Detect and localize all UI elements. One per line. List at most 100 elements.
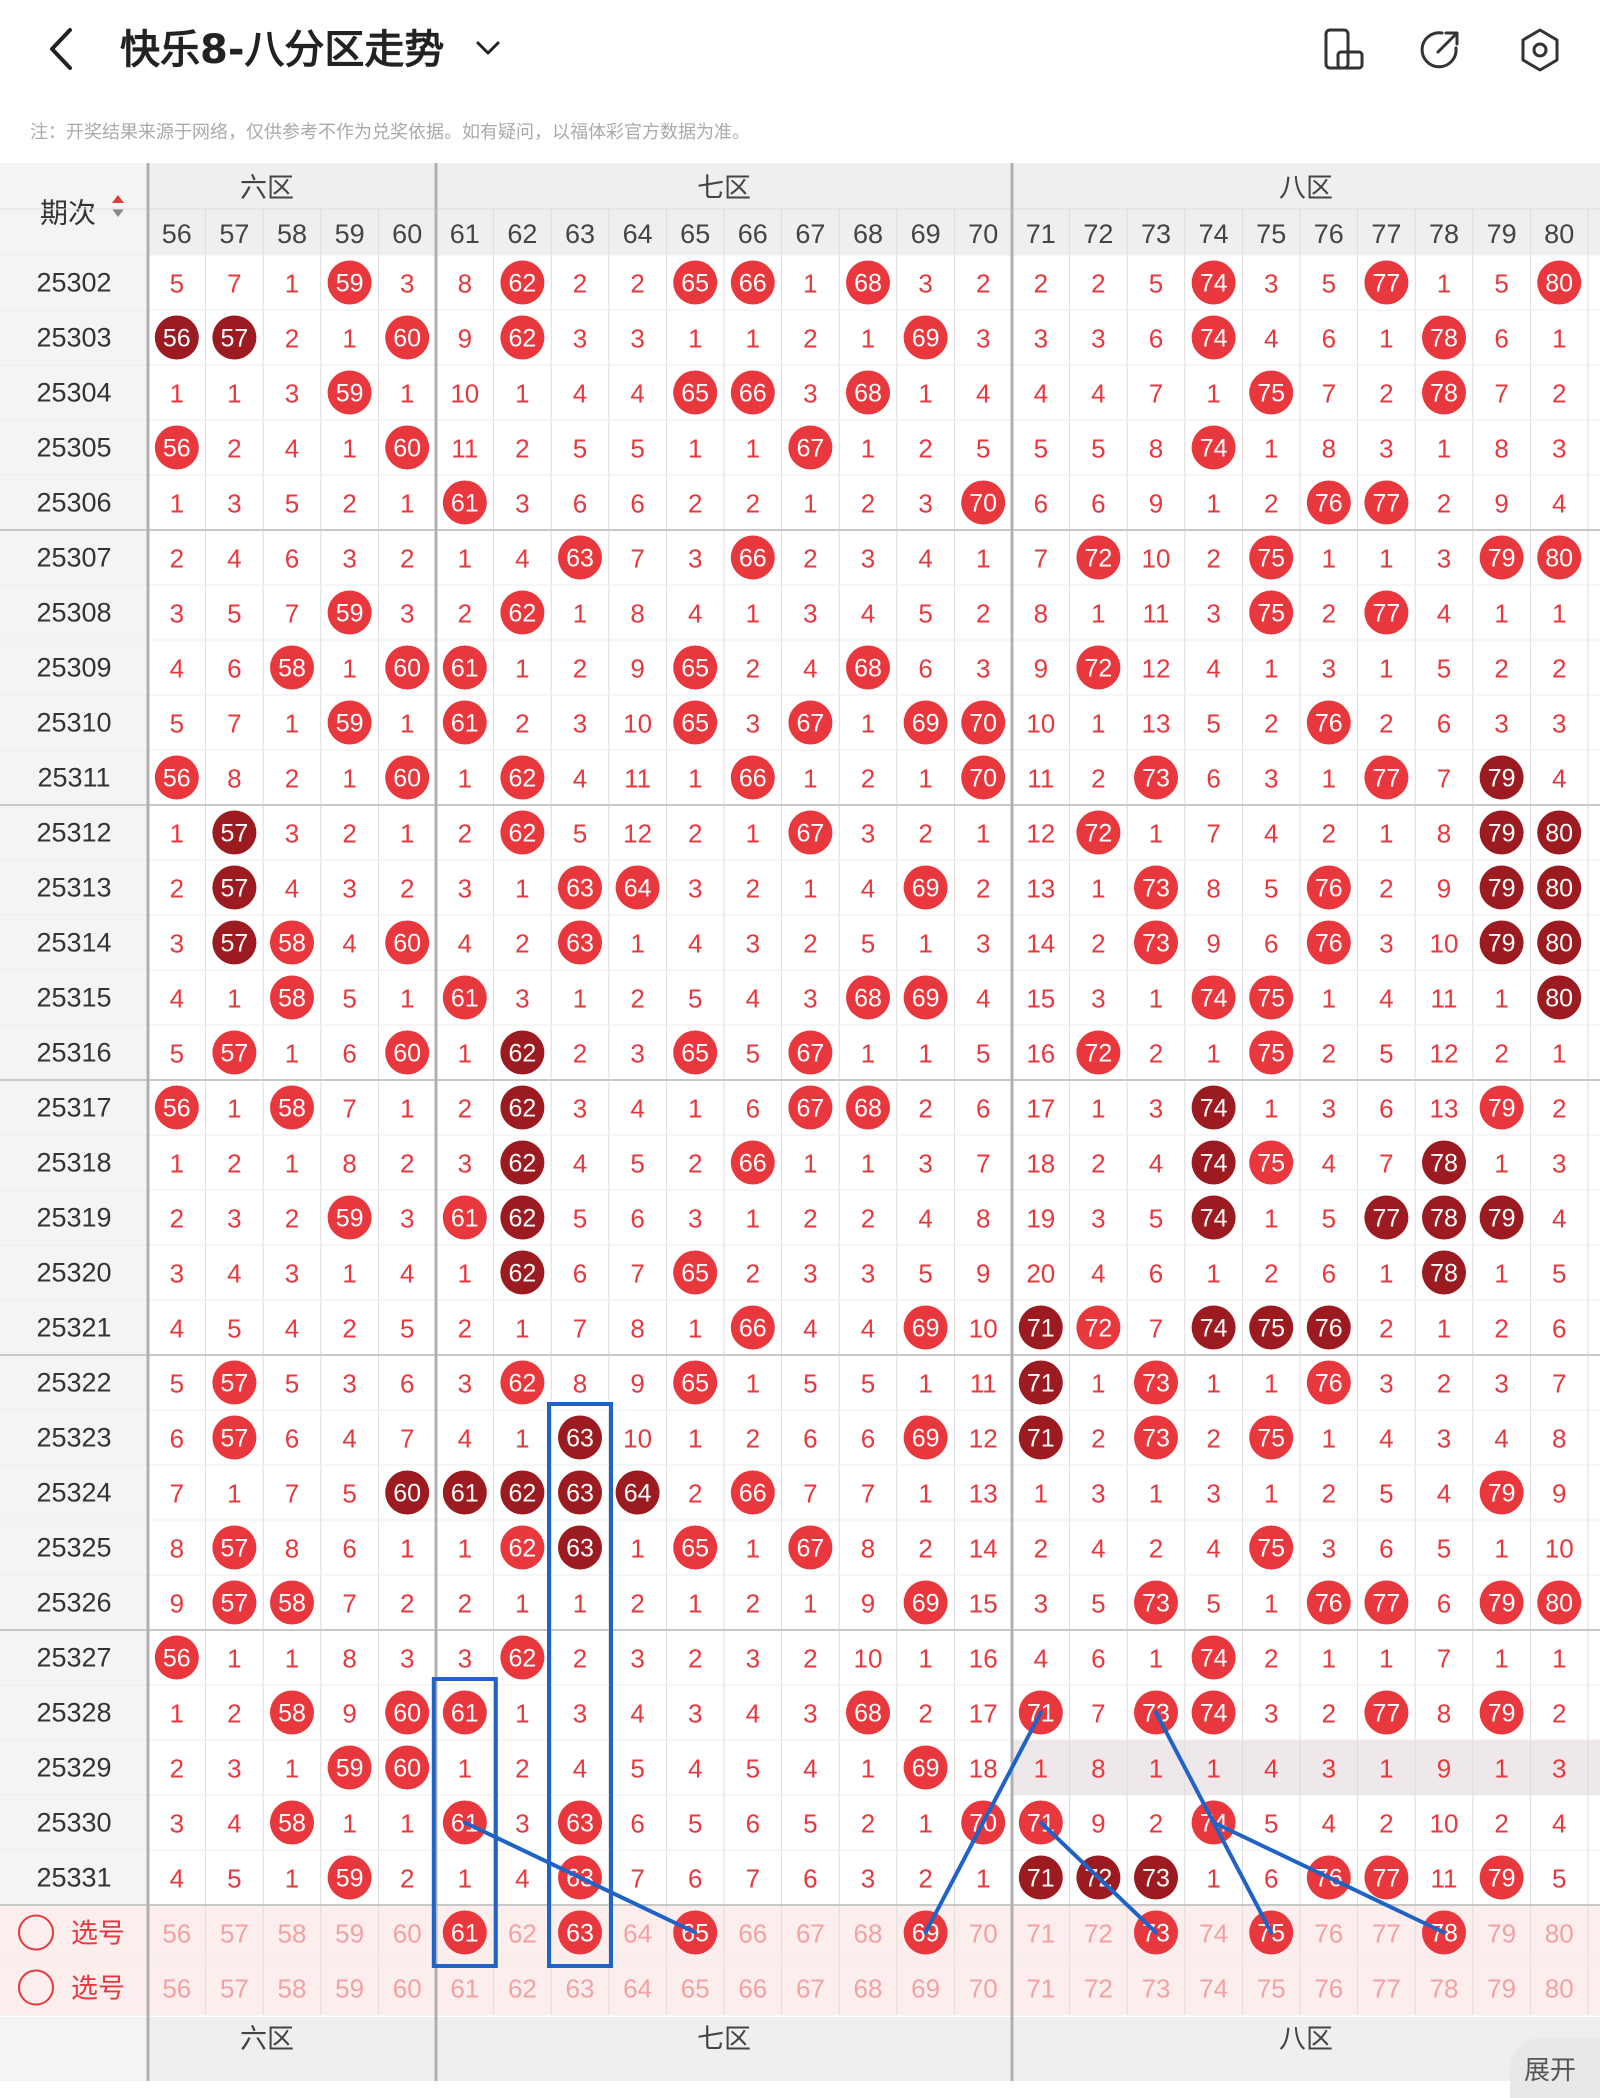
select-number[interactable]: 66 (738, 1919, 767, 1949)
select-radio-icon[interactable] (18, 1969, 54, 2006)
miss-count: 5 (1149, 269, 1163, 299)
share-button[interactable] (1416, 26, 1464, 74)
hit-ball (1191, 1305, 1236, 1350)
hit-ball (1306, 480, 1351, 525)
select-number[interactable]: 60 (393, 1974, 422, 2004)
miss-count: 1 (400, 1809, 414, 1839)
select-number[interactable]: 68 (854, 1974, 883, 2004)
select-number[interactable]: 74 (1199, 1974, 1228, 2004)
miss-count: 3 (1149, 1094, 1163, 1124)
miss-count: 1 (1206, 1754, 1220, 1784)
settings-icon (1521, 28, 1559, 72)
select-number[interactable]: 79 (1487, 1974, 1516, 2004)
period-header[interactable]: 期次 (40, 198, 96, 229)
select-number[interactable]: 60 (393, 1919, 422, 1949)
select-number[interactable]: 67 (796, 1919, 825, 1949)
miss-count: 1 (170, 489, 184, 519)
hit-ball-number: 75 (1257, 985, 1285, 1013)
hit-ball-number: 61 (451, 490, 479, 518)
miss-count: 2 (918, 434, 932, 464)
select-number[interactable]: 56 (162, 1919, 191, 1949)
hit-ball (1249, 975, 1294, 1020)
select-number[interactable]: 72 (1084, 1919, 1113, 1949)
miss-count: 4 (803, 1314, 817, 1344)
miss-count: 3 (400, 1204, 414, 1234)
select-number[interactable]: 77 (1372, 1974, 1401, 2004)
hit-ball-number: 62 (508, 765, 536, 793)
miss-count: 1 (1034, 1754, 1048, 1784)
miss-count: 3 (1322, 1534, 1336, 1564)
miss-count: 3 (1437, 1424, 1451, 1454)
miss-count: 3 (861, 819, 875, 849)
selected-ball[interactable] (442, 1910, 487, 1955)
hit-ball-number: 65 (681, 655, 709, 683)
miss-count: 3 (803, 599, 817, 629)
hit-ball-number: 76 (1315, 875, 1343, 903)
miss-count: 6 (803, 1864, 817, 1894)
select-number[interactable]: 80 (1545, 1919, 1574, 1949)
select-number[interactable]: 64 (623, 1974, 652, 2004)
select-number[interactable]: 56 (162, 1974, 191, 2004)
select-number[interactable]: 78 (1430, 1974, 1459, 2004)
miss-count: 1 (1264, 1369, 1278, 1399)
sort-asc-icon[interactable] (112, 195, 124, 203)
screen-rotate-button[interactable] (1320, 26, 1368, 74)
miss-count: 6 (630, 1204, 644, 1234)
select-number[interactable]: 79 (1487, 1919, 1516, 1949)
select-number[interactable]: 57 (220, 1974, 249, 2004)
miss-count: 3 (170, 1259, 184, 1289)
selected-ball[interactable] (558, 1910, 602, 1955)
expand-button[interactable]: 展开 (1510, 2038, 1600, 2098)
select-number[interactable]: 70 (969, 1919, 998, 1949)
back-button[interactable] (44, 24, 80, 74)
hit-ball-number: 69 (912, 1590, 940, 1618)
miss-count: 1 (918, 379, 932, 409)
issue-number: 25317 (36, 1093, 111, 1123)
select-radio-icon[interactable] (18, 1914, 54, 1951)
hit-ball (673, 1360, 718, 1405)
select-number[interactable]: 71 (1026, 1919, 1055, 1949)
select-number[interactable]: 61 (450, 1974, 479, 2004)
miss-count: 2 (918, 819, 932, 849)
select-number[interactable]: 59 (335, 1974, 364, 2004)
select-number[interactable]: 65 (681, 1974, 710, 2004)
page-title[interactable]: 快乐8-八分区走势 (120, 27, 445, 73)
select-number[interactable]: 71 (1026, 1974, 1055, 2004)
select-number[interactable]: 80 (1545, 1974, 1574, 2004)
select-number[interactable]: 62 (508, 1974, 537, 2004)
select-number[interactable]: 73 (1142, 1974, 1171, 2004)
select-number[interactable]: 57 (220, 1919, 249, 1949)
select-number[interactable]: 68 (854, 1919, 883, 1949)
miss-count: 2 (861, 489, 875, 519)
title-dropdown-button[interactable] (470, 30, 506, 66)
select-number[interactable]: 70 (969, 1974, 998, 2004)
select-number[interactable]: 69 (911, 1974, 940, 2004)
select-number[interactable]: 77 (1372, 1919, 1401, 1949)
select-number[interactable]: 59 (335, 1919, 364, 1949)
hit-ball (500, 1470, 545, 1515)
select-number[interactable]: 76 (1314, 1919, 1343, 1949)
select-number[interactable]: 74 (1199, 1919, 1228, 1949)
hit-ball-number: 74 (1200, 985, 1228, 1013)
settings-button[interactable] (1516, 26, 1564, 74)
select-number[interactable]: 58 (278, 1919, 307, 1949)
select-number[interactable]: 76 (1314, 1974, 1343, 2004)
select-number[interactable]: 58 (278, 1974, 307, 2004)
miss-count: 7 (342, 1589, 356, 1619)
select-number[interactable]: 67 (796, 1974, 825, 2004)
hit-ball-number: 78 (1430, 1150, 1458, 1178)
select-number[interactable]: 72 (1084, 1974, 1113, 2004)
miss-count: 1 (458, 1754, 472, 1784)
select-number[interactable]: 75 (1257, 1974, 1286, 2004)
hit-ball (1249, 1305, 1294, 1350)
select-number[interactable]: 63 (566, 1974, 595, 2004)
select-number[interactable]: 64 (623, 1919, 652, 1949)
select-number[interactable]: 66 (738, 1974, 767, 2004)
select-number[interactable]: 62 (508, 1919, 537, 1949)
miss-count: 5 (170, 709, 184, 739)
issue-number: 25328 (36, 1698, 111, 1728)
hit-ball (442, 1690, 487, 1735)
miss-count: 10 (1545, 1534, 1574, 1564)
miss-count: 1 (976, 1864, 990, 1894)
miss-count: 1 (458, 1039, 472, 1069)
